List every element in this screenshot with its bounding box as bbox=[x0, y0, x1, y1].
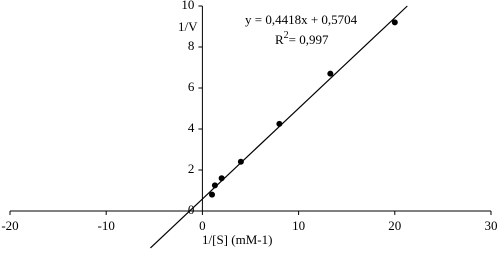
r-squared-text: = 0,997 bbox=[289, 32, 329, 47]
y-tick-label: 4 bbox=[188, 120, 195, 135]
data-point bbox=[209, 191, 216, 198]
r-squared: R2= 0,997 bbox=[275, 30, 329, 47]
x-tick-label: -20 bbox=[1, 218, 18, 233]
y-tick-label: 8 bbox=[188, 38, 195, 53]
x-tick-label: 10 bbox=[292, 218, 305, 233]
data-point bbox=[391, 19, 398, 26]
data-point bbox=[327, 70, 334, 77]
y-tick-label: 6 bbox=[188, 79, 195, 94]
data-point bbox=[211, 182, 218, 189]
data-point bbox=[237, 158, 244, 165]
x-axis-label: 1/[S] (mM-1) bbox=[202, 232, 272, 247]
x-tick-label: 30 bbox=[485, 218, 498, 233]
data-point bbox=[276, 120, 283, 127]
data-point bbox=[218, 175, 225, 182]
y-tick-label: 2 bbox=[188, 161, 195, 176]
x-tick-label: 20 bbox=[388, 218, 401, 233]
r-squared-superscript: 2 bbox=[284, 30, 289, 41]
x-tick-label: -10 bbox=[98, 218, 115, 233]
equation: y = 0,4418x + 0,5704 bbox=[245, 12, 358, 27]
x-tick-label: 0 bbox=[199, 218, 206, 233]
y-tick-label: 10 bbox=[181, 0, 194, 12]
r-squared-prefix: R bbox=[275, 32, 284, 47]
trendline bbox=[150, 5, 408, 249]
y-axis-label: 1/V bbox=[178, 19, 198, 34]
